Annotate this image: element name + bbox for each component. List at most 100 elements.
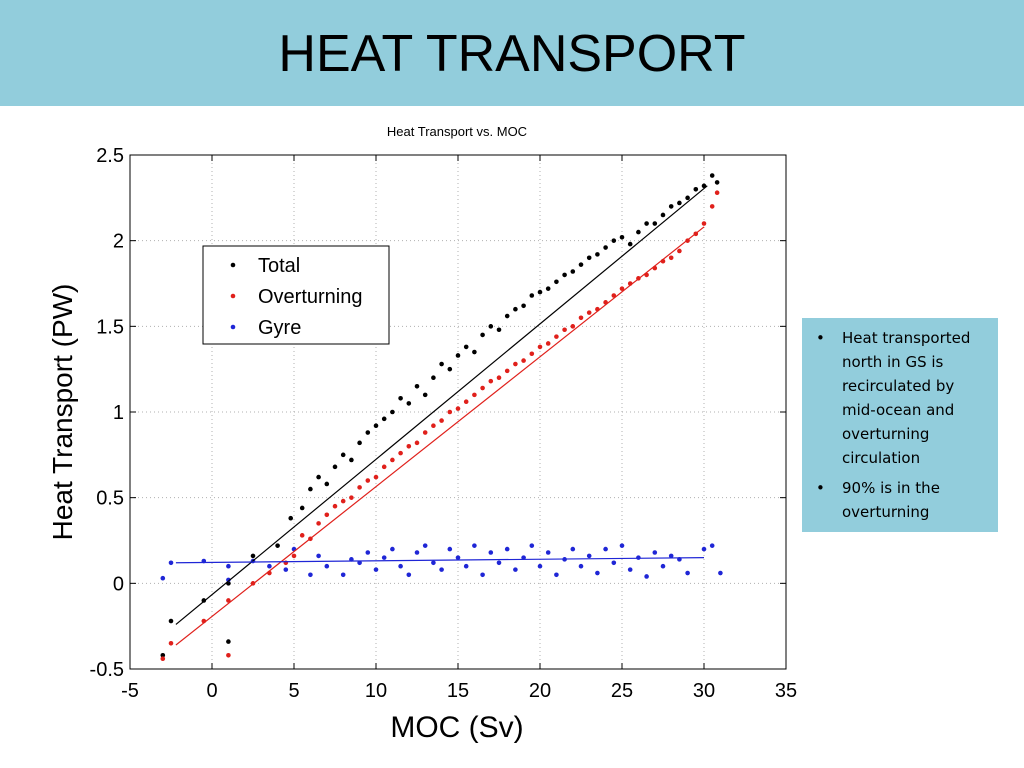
x-tick-label: 0 bbox=[206, 680, 217, 702]
y-tick-label: 1.5 bbox=[96, 316, 124, 338]
data-point-overturning bbox=[496, 375, 502, 381]
bullet-text: Heat transported north in GS is recircul… bbox=[842, 329, 971, 467]
data-point-gyre bbox=[324, 563, 330, 569]
grid bbox=[130, 155, 786, 669]
data-point-gyre bbox=[586, 553, 592, 559]
data-point-total bbox=[472, 349, 477, 355]
data-point-total bbox=[545, 286, 551, 291]
data-point-overturning bbox=[521, 358, 526, 363]
x-tick-label: 25 bbox=[611, 680, 633, 702]
data-point-overturning bbox=[431, 423, 436, 429]
data-point-total bbox=[308, 486, 313, 492]
data-point-gyre bbox=[226, 577, 231, 583]
data-point-overturning bbox=[714, 190, 720, 195]
data-point-gyre bbox=[660, 563, 666, 569]
data-point-total bbox=[226, 639, 231, 644]
data-point-overturning bbox=[168, 641, 174, 646]
data-point-total bbox=[595, 252, 600, 257]
y-tick-label: 2.5 bbox=[96, 145, 124, 167]
y-tick-label: 2 bbox=[113, 231, 124, 253]
data-point-total bbox=[480, 332, 485, 338]
data-point-overturning bbox=[406, 443, 412, 449]
data-point-total bbox=[529, 293, 535, 298]
data-point-total bbox=[603, 245, 608, 250]
data-point-overturning bbox=[668, 255, 674, 261]
bullet-dot-icon: • bbox=[816, 479, 825, 497]
data-point-gyre bbox=[431, 560, 436, 566]
data-point-overturning bbox=[349, 495, 354, 500]
data-point-total bbox=[677, 200, 682, 206]
data-point-gyre bbox=[636, 555, 641, 560]
data-point-total bbox=[316, 474, 321, 480]
data-point-total bbox=[160, 652, 166, 658]
data-point-total bbox=[288, 515, 294, 521]
data-point-total bbox=[660, 212, 666, 218]
data-point-gyre bbox=[545, 550, 551, 555]
data-point-overturning bbox=[578, 315, 584, 321]
data-point-total bbox=[406, 401, 412, 406]
data-point-total bbox=[414, 384, 420, 389]
slide-title: HEAT TRANSPORT bbox=[278, 25, 746, 83]
data-point-total bbox=[562, 272, 567, 278]
data-point-gyre bbox=[283, 567, 289, 572]
data-point-overturning bbox=[677, 248, 682, 254]
data-point-total bbox=[340, 452, 346, 458]
data-point-gyre bbox=[463, 563, 469, 569]
legend-label-total: Total bbox=[258, 255, 300, 277]
x-tick-label: 30 bbox=[693, 680, 715, 702]
data-point-total bbox=[439, 361, 444, 367]
data-point-gyre bbox=[357, 560, 362, 566]
data-point-total bbox=[373, 423, 379, 429]
title-bar bbox=[0, 0, 1024, 106]
data-point-total bbox=[636, 229, 641, 235]
data-point-total bbox=[554, 279, 559, 285]
data-point-total bbox=[398, 395, 403, 401]
data-point-total bbox=[455, 353, 461, 358]
y-tick-label: -0.5 bbox=[90, 659, 124, 681]
data-point-gyre bbox=[447, 546, 453, 552]
data-point-overturning bbox=[340, 498, 346, 504]
data-point-gyre bbox=[406, 572, 412, 578]
data-point-overturning bbox=[226, 598, 231, 603]
data-point-gyre bbox=[414, 550, 420, 555]
y-tick-label: 0.5 bbox=[96, 488, 124, 510]
x-tick-label: 10 bbox=[365, 680, 387, 702]
data-point-overturning bbox=[529, 351, 535, 357]
data-point-gyre bbox=[488, 550, 494, 555]
data-point-overturning bbox=[570, 324, 576, 329]
data-point-overturning bbox=[562, 327, 567, 333]
legend: Total Overturning Gyre bbox=[202, 245, 390, 345]
x-tick-label: 20 bbox=[529, 680, 551, 702]
data-point-gyre bbox=[472, 543, 477, 548]
data-point-total bbox=[537, 289, 543, 295]
data-point-gyre bbox=[267, 563, 272, 569]
data-point-gyre bbox=[422, 543, 428, 548]
data-point-gyre bbox=[570, 546, 576, 552]
data-point-total bbox=[488, 324, 494, 329]
data-point-gyre bbox=[308, 572, 313, 578]
data-point-overturning bbox=[381, 464, 387, 470]
data-point-gyre bbox=[381, 555, 387, 560]
data-point-overturning bbox=[611, 293, 617, 298]
data-point-overturning bbox=[439, 418, 444, 423]
data-point-overturning bbox=[357, 485, 362, 490]
data-point-total bbox=[521, 303, 526, 309]
data-point-gyre bbox=[668, 553, 674, 559]
data-point-gyre bbox=[513, 567, 518, 572]
data-point-total bbox=[627, 241, 633, 247]
data-point-overturning bbox=[554, 334, 559, 339]
data-point-gyre bbox=[373, 567, 379, 572]
data-point-total bbox=[349, 457, 354, 463]
data-point-total bbox=[431, 375, 436, 381]
data-point-overturning bbox=[472, 392, 477, 398]
data-point-gyre bbox=[316, 553, 321, 559]
bullet-dot-icon: • bbox=[816, 329, 825, 347]
x-tick-label: 15 bbox=[447, 680, 469, 702]
data-point-total bbox=[299, 505, 305, 511]
legend-marker-total bbox=[230, 262, 236, 268]
data-point-total bbox=[578, 262, 584, 267]
axis-ticks: -5 0 5 10 15 20 25 30 35 -0.5 0 0.5 1 1.5 2 2.5 bbox=[90, 145, 798, 702]
data-point-overturning bbox=[422, 430, 428, 435]
data-point-overturning bbox=[504, 368, 510, 374]
data-point-gyre bbox=[718, 570, 723, 576]
